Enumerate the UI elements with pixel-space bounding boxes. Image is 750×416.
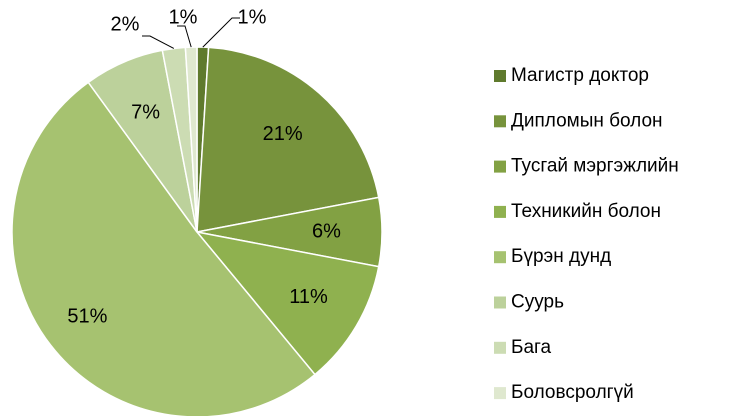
legend-swatch <box>494 387 506 400</box>
data-label: 6% <box>312 220 341 242</box>
legend-label: Тусгай мэргэжлийн <box>511 156 679 177</box>
pie-slice <box>11 81 316 416</box>
legend-swatch <box>494 205 506 218</box>
data-label: 2% <box>111 13 140 35</box>
data-label: 21% <box>263 123 303 145</box>
data-label: 11% <box>289 286 328 308</box>
pie-slice <box>196 46 380 233</box>
data-label: 51% <box>67 305 107 327</box>
legend-label: Бүрэн дунд <box>511 246 611 267</box>
legend-label: Магистр доктор <box>511 65 649 86</box>
legend-label: Дипломын болон <box>511 110 663 131</box>
pie-slice <box>195 230 380 376</box>
legend-swatch <box>494 341 506 354</box>
leader-line <box>177 25 192 48</box>
pie-slice <box>184 46 198 233</box>
leader-line <box>202 17 240 48</box>
legend-swatch <box>494 251 506 264</box>
legend-label: Бага <box>511 337 552 358</box>
legend-label: Боловсролгүй <box>511 382 634 403</box>
legend-swatch <box>494 296 506 309</box>
data-label: 1% <box>238 6 267 28</box>
leader-line <box>142 35 175 49</box>
legend-swatch <box>494 70 506 82</box>
data-label: 7% <box>131 101 160 123</box>
legend-swatch <box>494 160 506 173</box>
legend-label: Суурь <box>511 292 564 313</box>
legend-swatch <box>494 115 506 128</box>
data-label: 1% <box>169 6 198 28</box>
legend-label: Техникийн болон <box>511 201 661 222</box>
